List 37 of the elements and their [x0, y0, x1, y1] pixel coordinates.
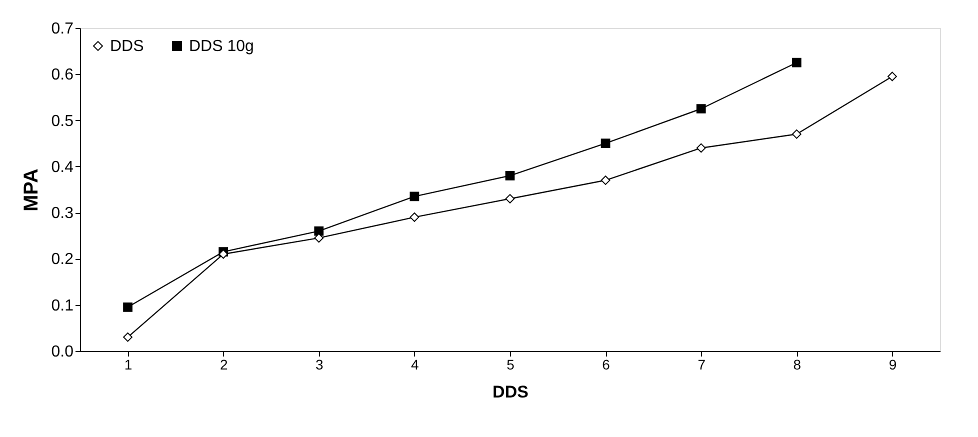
point	[600, 176, 610, 185]
legend-label: DDS	[110, 38, 144, 55]
point	[123, 302, 132, 312]
y-tick-label: 0.3	[51, 205, 74, 222]
point	[888, 72, 897, 82]
x-tick-label: 5	[506, 356, 515, 372]
x-tick-label: 9	[888, 356, 897, 372]
y-tick-label: 0.4	[51, 158, 74, 176]
point	[314, 226, 324, 236]
x-axis-title: DDS	[492, 382, 528, 402]
y-tick-label: 0.1	[51, 297, 74, 314]
y-tick-label: 0.2	[51, 251, 74, 268]
x-tick-label: 8	[793, 356, 802, 372]
point	[792, 58, 802, 68]
y-tick-label: 0.6	[51, 66, 74, 84]
y-tick-label: 0.7	[51, 20, 74, 38]
y-tick-label: 0.5	[51, 112, 74, 130]
point	[696, 104, 706, 114]
x-tick-label: 6	[602, 356, 610, 372]
x-tick-label: 3	[315, 356, 324, 372]
point	[792, 129, 802, 139]
y-tick-label: 0.0	[51, 344, 74, 360]
point	[123, 332, 132, 342]
y-axis-title: MPA	[20, 168, 42, 212]
x-tick-label: 4	[411, 356, 420, 372]
point	[218, 249, 228, 259]
point	[410, 192, 420, 202]
point	[505, 170, 515, 180]
point	[314, 233, 324, 243]
point	[505, 194, 515, 204]
point	[696, 143, 706, 153]
x-tick-label: 2	[220, 356, 228, 372]
point	[600, 138, 610, 148]
x-tick-label: 1	[124, 356, 132, 372]
legend-label: DDS 10g	[189, 38, 254, 55]
x-tick-label: 7	[698, 356, 706, 372]
point	[410, 212, 420, 222]
